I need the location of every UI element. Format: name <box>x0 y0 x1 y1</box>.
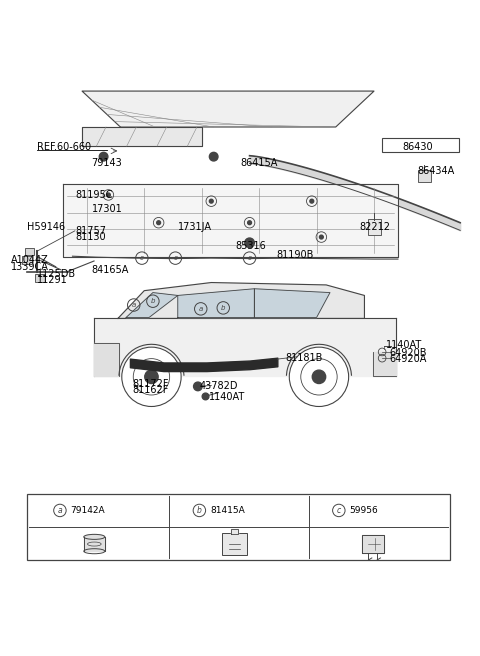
FancyBboxPatch shape <box>418 170 431 182</box>
Circle shape <box>289 347 348 407</box>
Text: c: c <box>336 506 341 515</box>
Text: 81181B: 81181B <box>286 353 323 363</box>
Polygon shape <box>118 283 364 318</box>
Text: a: a <box>199 306 203 312</box>
Text: 82212: 82212 <box>360 222 391 232</box>
Polygon shape <box>94 343 120 376</box>
Text: 81757: 81757 <box>75 226 106 236</box>
Polygon shape <box>362 535 384 553</box>
Polygon shape <box>82 127 202 146</box>
Text: b: b <box>197 506 202 515</box>
Text: A1044Z: A1044Z <box>11 255 49 265</box>
Polygon shape <box>254 289 330 318</box>
Text: 1125DB: 1125DB <box>36 270 76 279</box>
Text: 79142A: 79142A <box>71 506 105 515</box>
Polygon shape <box>84 537 105 551</box>
Circle shape <box>145 370 158 384</box>
Text: REF.60-660: REF.60-660 <box>36 142 91 152</box>
Text: 43782D: 43782D <box>199 381 238 392</box>
Text: 86430: 86430 <box>403 142 433 152</box>
Text: 64920A: 64920A <box>389 354 427 364</box>
Circle shape <box>107 193 110 197</box>
Circle shape <box>248 221 252 224</box>
Text: 81190B: 81190B <box>276 250 313 260</box>
Circle shape <box>320 235 323 239</box>
Polygon shape <box>126 293 178 318</box>
Text: 81130: 81130 <box>75 232 106 241</box>
Text: 81195C: 81195C <box>75 190 112 200</box>
Text: 86415A: 86415A <box>240 158 277 168</box>
Text: a: a <box>58 506 62 515</box>
Text: b: b <box>151 298 155 304</box>
FancyBboxPatch shape <box>24 247 34 255</box>
Text: 85316: 85316 <box>235 241 266 251</box>
Text: 1140AT: 1140AT <box>386 340 422 350</box>
Circle shape <box>312 370 325 384</box>
Text: 64920B: 64920B <box>389 348 427 358</box>
Text: 81162F: 81162F <box>132 385 168 395</box>
Polygon shape <box>373 352 396 376</box>
FancyBboxPatch shape <box>368 219 381 235</box>
Circle shape <box>122 347 181 407</box>
Text: 1731JA: 1731JA <box>178 222 212 232</box>
Text: c: c <box>140 255 144 261</box>
Text: c: c <box>173 255 177 261</box>
Text: 81172F: 81172F <box>132 379 169 390</box>
Text: 59956: 59956 <box>349 506 378 515</box>
Circle shape <box>245 238 254 247</box>
Circle shape <box>157 221 160 224</box>
Text: b: b <box>221 305 226 311</box>
Polygon shape <box>63 184 398 257</box>
Text: c: c <box>248 255 252 261</box>
FancyBboxPatch shape <box>27 493 450 560</box>
Text: 17301: 17301 <box>92 204 122 215</box>
Ellipse shape <box>84 535 105 539</box>
Circle shape <box>193 382 202 391</box>
Text: 1339CA: 1339CA <box>11 262 49 272</box>
Circle shape <box>202 393 209 400</box>
Text: 84165A: 84165A <box>92 264 129 275</box>
Polygon shape <box>82 91 374 127</box>
Text: a: a <box>132 302 136 308</box>
Text: H59146: H59146 <box>27 222 65 232</box>
Polygon shape <box>178 289 254 318</box>
Text: 11291: 11291 <box>36 275 67 285</box>
Text: 1140AT: 1140AT <box>209 392 245 402</box>
FancyBboxPatch shape <box>222 533 247 555</box>
Circle shape <box>99 152 108 161</box>
FancyBboxPatch shape <box>35 274 45 281</box>
Polygon shape <box>94 318 396 376</box>
Text: 81415A: 81415A <box>210 506 245 515</box>
FancyBboxPatch shape <box>382 138 459 152</box>
Circle shape <box>310 199 314 203</box>
Circle shape <box>209 199 213 203</box>
Circle shape <box>209 152 218 161</box>
Polygon shape <box>231 529 239 534</box>
Text: 79143: 79143 <box>92 158 122 168</box>
FancyBboxPatch shape <box>22 256 32 264</box>
Text: 86434A: 86434A <box>417 166 455 176</box>
